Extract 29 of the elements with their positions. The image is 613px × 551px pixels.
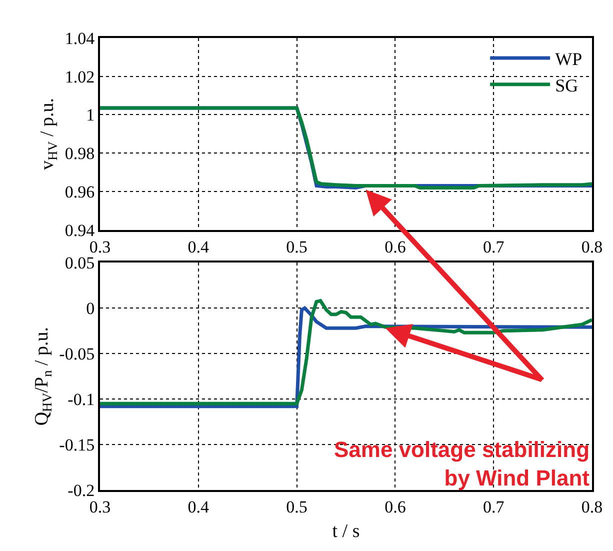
annotation: Same voltage stabilizing by Wind Plant bbox=[334, 437, 590, 491]
y-tick-label: 1 bbox=[86, 106, 95, 125]
x-tick-label: 0.6 bbox=[384, 237, 406, 256]
x-tick-label: 0.5 bbox=[286, 237, 308, 256]
y-tick-label: 0 bbox=[86, 299, 95, 318]
y-tick-label: -0.2 bbox=[68, 481, 95, 500]
x-tick-label: 0.6 bbox=[384, 497, 406, 516]
y-tick-label: -0.05 bbox=[59, 344, 95, 364]
x-axis-title: t / s bbox=[332, 520, 360, 542]
x-tick-label: 0.3 bbox=[89, 497, 111, 516]
y-tick-label: 0.96 bbox=[64, 182, 95, 202]
x-tick-label: 0.3 bbox=[89, 237, 111, 256]
y-tick-label: -0.1 bbox=[68, 390, 95, 409]
y-tick-label: 0.94 bbox=[64, 220, 96, 240]
x-tick-label: 0.8 bbox=[581, 237, 603, 256]
y-tick-label: 1.04 bbox=[64, 28, 96, 48]
x-tick-label: 0.4 bbox=[188, 237, 210, 256]
line-series bbox=[100, 106, 592, 190]
legend-label: WP bbox=[555, 49, 582, 70]
y-tick-label: 1.02 bbox=[64, 67, 95, 86]
x-tick-label: 0.8 bbox=[581, 497, 603, 516]
y-tick-label: 0.98 bbox=[64, 144, 95, 164]
x-tick-label: 0.7 bbox=[482, 497, 505, 516]
y-tick-label: 0.05 bbox=[64, 254, 95, 272]
legend-label: SG bbox=[555, 75, 578, 96]
x-tick-label: 0.7 bbox=[482, 237, 505, 256]
x-tick-label: 0.5 bbox=[286, 497, 308, 516]
y-tick-label: -0.15 bbox=[59, 436, 95, 454]
x-tick-label: 0.4 bbox=[188, 497, 210, 516]
